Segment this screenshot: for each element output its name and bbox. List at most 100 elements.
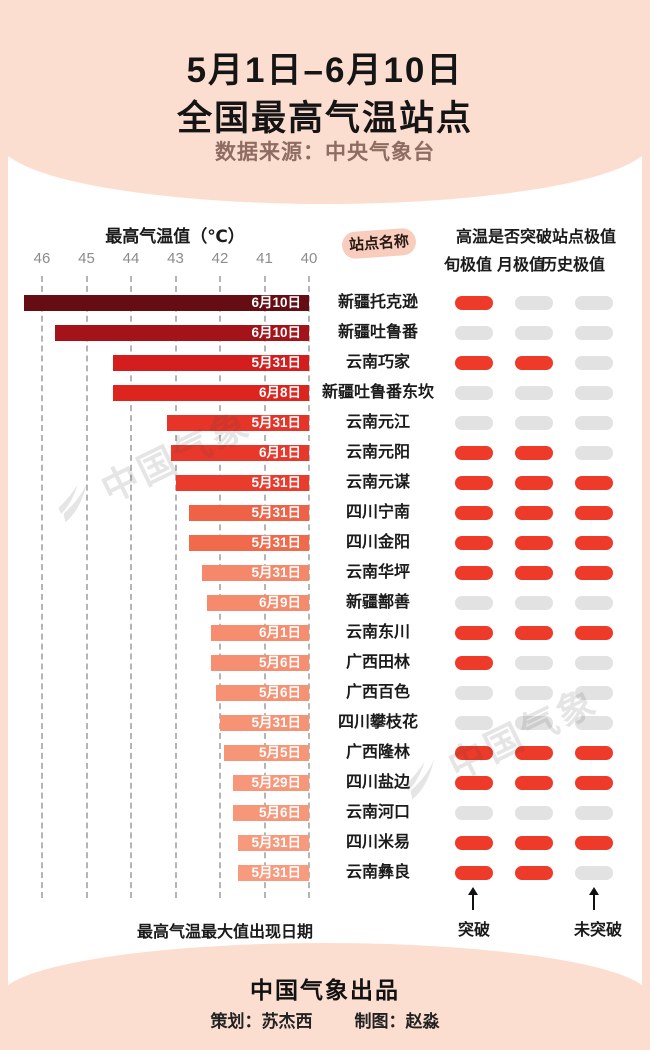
legend-no-break: 未突破 <box>573 922 622 939</box>
station-name: 四川宁南 <box>345 504 410 521</box>
bar-date-label: 5月29日 <box>251 775 301 790</box>
station-name: 四川金阳 <box>345 534 410 551</box>
breakthrough-pill-on <box>575 566 613 580</box>
station-name: 云南元江 <box>345 414 410 431</box>
temp-bar: 5月6日 <box>233 805 309 821</box>
temp-bar: 5月29日 <box>233 775 309 791</box>
temp-bar: 5月31日 <box>237 835 309 851</box>
breakthrough-pill-on <box>515 356 553 370</box>
station-name: 新疆鄯善 <box>345 594 410 611</box>
breakthrough-pill-on <box>455 566 493 580</box>
bar-date-label: 5月31日 <box>251 355 301 370</box>
breakthrough-col-yue: 月极值 <box>496 257 545 274</box>
breakthrough-pill-on <box>455 446 493 460</box>
footer-brand: 中国气象出品 <box>250 977 400 1003</box>
bar-date-label: 5月31日 <box>251 865 301 880</box>
breakthrough-pill-on <box>515 776 553 790</box>
breakthrough-pill-off <box>515 386 553 400</box>
bar-date-label: 6月1日 <box>258 625 301 640</box>
breakthrough-pill-on <box>455 356 493 370</box>
header: 5月1日–6月10日 全国最高气温站点 数据来源：中央气象台 <box>0 0 650 204</box>
bar-date-label: 5月6日 <box>258 805 301 820</box>
breakthrough-pill-on <box>515 566 553 580</box>
breakthrough-pill-off <box>515 686 553 700</box>
breakthrough-pill-on <box>455 476 493 490</box>
no-break-arrow-icon <box>589 887 599 910</box>
station-name-badge: 站点名称 <box>341 227 417 260</box>
gridline-40 <box>308 276 310 898</box>
station-name: 云南彝良 <box>345 864 410 881</box>
station-name: 云南巧家 <box>345 354 410 371</box>
bar-date-label: 5月31日 <box>251 715 301 730</box>
temp-bar: 6月1日 <box>211 625 309 641</box>
breakthrough-pill-off <box>455 686 493 700</box>
gridline-44 <box>130 276 132 898</box>
breakthrough-pill-on <box>515 446 553 460</box>
station-name: 四川攀枝花 <box>337 714 418 731</box>
breakthrough-pill-off <box>515 596 553 610</box>
station-name: 四川盐边 <box>345 774 410 791</box>
axis-tick-46: 46 <box>33 250 51 267</box>
gridline-41 <box>263 276 266 898</box>
bar-date-label: 5月31日 <box>251 835 301 850</box>
station-name: 新疆吐鲁番 <box>337 324 418 341</box>
breakthrough-pill-on <box>455 656 493 670</box>
bar-date-label: 5月31日 <box>251 415 301 430</box>
footer: 中国气象出品 策划：苏杰西 制图：赵淼 <box>0 943 650 1050</box>
breakthrough-pill-on <box>455 776 493 790</box>
breakthrough-pill-off <box>455 386 493 400</box>
breakthrough-pill-on <box>515 836 553 850</box>
breakthrough-pill-off <box>575 596 613 610</box>
temp-bar: 5月6日 <box>211 655 309 671</box>
breakthrough-pill-on <box>455 866 493 880</box>
breakthrough-pill-off <box>575 656 613 670</box>
footer-credits: 策划：苏杰西 制图：赵淼 <box>0 1007 650 1032</box>
station-name: 四川米易 <box>345 834 410 851</box>
breakthrough-pill-on <box>455 746 493 760</box>
breakthrough-pill-on <box>515 626 553 640</box>
gridline-46 <box>41 276 43 898</box>
breakthrough-pill-off <box>575 686 613 700</box>
station-name: 云南东川 <box>345 624 410 641</box>
breakthrough-pill-off <box>575 296 613 310</box>
bar-date-label: 6月8日 <box>258 385 301 400</box>
breakthrough-pill-on <box>455 836 493 850</box>
bar-date-label: 6月10日 <box>251 325 301 340</box>
gridline-43 <box>174 276 177 898</box>
breakthrough-pill-on <box>575 506 613 520</box>
page-title-line2: 全国最高气温站点 <box>176 99 473 138</box>
temp-bar: 5月6日 <box>215 685 309 701</box>
breakthrough-col-xun: 旬极值 <box>443 257 492 274</box>
breakthrough-pill-on <box>455 626 493 640</box>
temp-bar: 6月10日 <box>24 295 309 311</box>
breakthrough-pill-on <box>515 536 553 550</box>
axis-tick-43: 43 <box>167 250 184 267</box>
gridline-42 <box>219 276 221 898</box>
breakthrough-pill-off <box>575 806 613 820</box>
breakthrough-pill-off <box>575 386 613 400</box>
temp-bar: 5月31日 <box>175 475 309 491</box>
axis-tick-42: 42 <box>211 250 229 267</box>
breakthrough-pill-on <box>575 776 613 790</box>
breakthrough-pill-on <box>575 536 613 550</box>
breakthrough-pill-off <box>515 806 553 820</box>
date-axis-caption: 最高气温最大值出现日期 <box>136 924 313 941</box>
breakthrough-pill-off <box>575 716 613 730</box>
temp-bar: 5月31日 <box>188 505 309 521</box>
station-name: 广西田林 <box>345 654 410 671</box>
breakthrough-pill-on <box>575 836 613 850</box>
temp-bar: 5月31日 <box>188 535 309 551</box>
breakthrough-pill-off <box>515 716 553 730</box>
bar-date-label: 5月31日 <box>251 475 301 490</box>
breakthrough-pill-off <box>575 326 613 340</box>
breakthrough-pill-off <box>515 296 553 310</box>
axis-title: 最高气温值（℃） <box>105 227 245 246</box>
breakthrough-pill-on <box>455 506 493 520</box>
bar-date-label: 5月6日 <box>258 655 301 670</box>
legend-break: 突破 <box>457 922 490 939</box>
breakthrough-pill-off <box>455 716 493 730</box>
breakthrough-pill-off <box>515 656 553 670</box>
bar-date-label: 6月1日 <box>258 445 301 460</box>
breakthrough-pill-on <box>575 476 613 490</box>
bar-date-label: 6月9日 <box>258 595 301 610</box>
